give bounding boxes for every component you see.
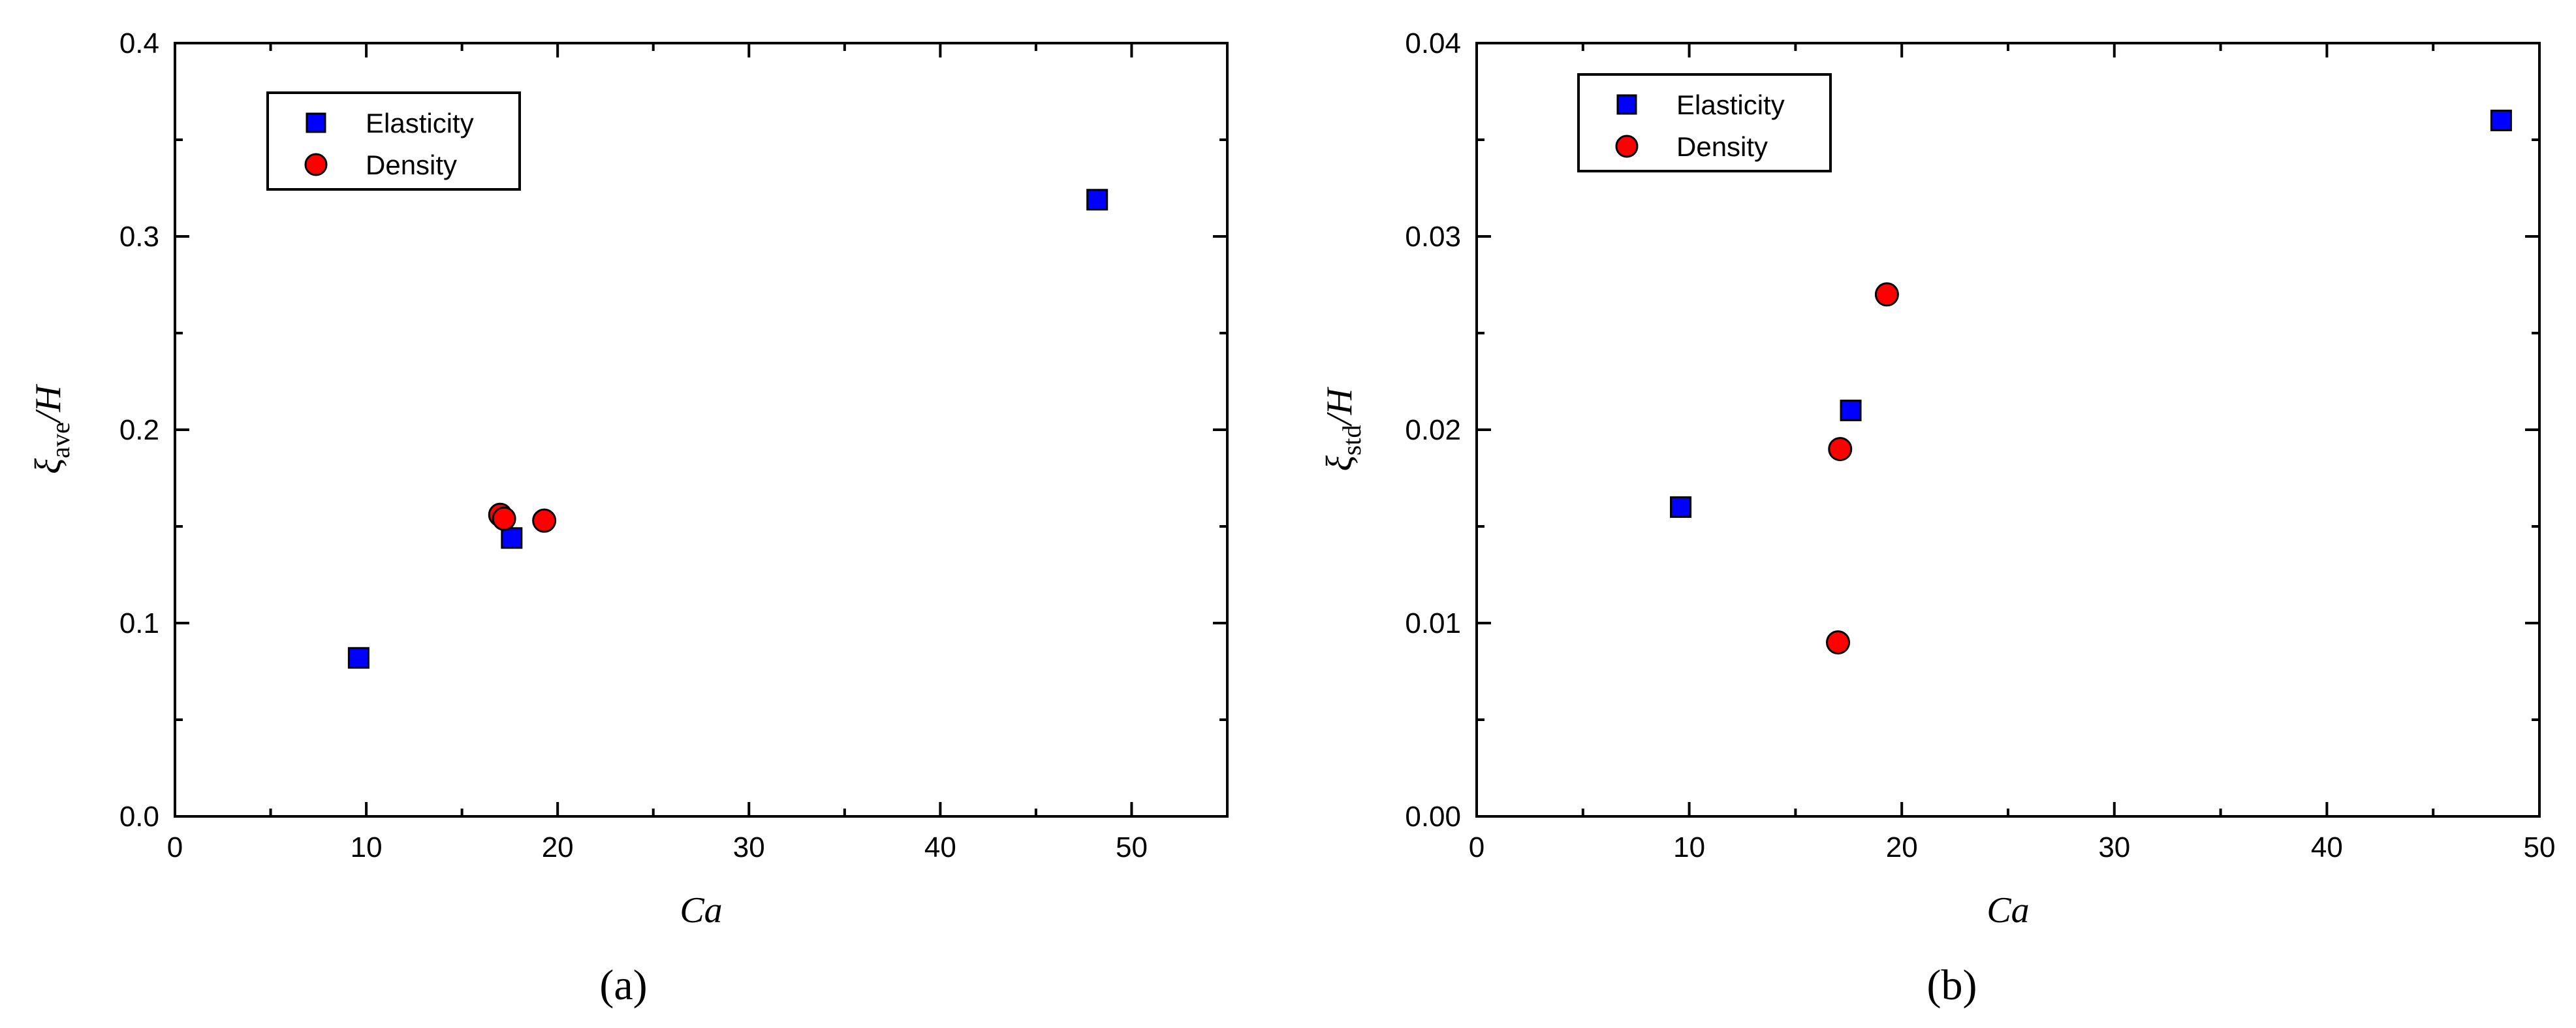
elasticity-point [347,647,369,669]
x-axis-title: Ca [1987,890,2029,931]
chart-panel-1: 0 10 20 30 40 50 0.0 0.1 0.2 0.3 0.4 Ca ξave/H Elasti… [28,27,1229,1009]
density-point [492,506,516,531]
y-axis-symbol: ξ [28,458,69,474]
x-tick-label: 20 [542,831,574,863]
legend: Elasticity Density [1577,73,1832,172]
y-axis-suffix: /H [1319,387,1360,427]
x-tick-label: 40 [924,831,956,863]
y-axis-symbol: ξ [1319,455,1360,471]
density-point [1826,630,1851,655]
y-axis-subscript: std [1337,425,1366,456]
y-tick-label: 0.01 [1405,607,1461,639]
elasticity-point [2490,109,2512,131]
x-tick-label: 50 [1116,831,1148,863]
legend-circle-marker [304,153,328,176]
elasticity-point [1840,399,1862,421]
y-tick-label: 0.00 [1405,801,1461,833]
elasticity-point [501,527,523,549]
panel-label: (b) [1927,961,1977,1009]
y-tick-label: 0.2 [119,414,159,446]
density-point [1828,437,1853,462]
legend: Elasticity Density [266,91,521,191]
legend-label: Elasticity [366,108,474,138]
density-point [532,508,557,533]
y-tick-label: 0.02 [1405,414,1461,446]
x-tick-label: 10 [351,831,383,863]
x-tick-label: 30 [733,831,765,863]
x-axis-title: Ca [680,890,722,931]
y-axis-title: ξstd/H [1319,387,1366,471]
x-tick-label: 20 [1886,831,1918,863]
x-tick-label: 40 [2311,831,2343,863]
legend-label: Elasticity [1676,89,1785,120]
panel-label: (a) [599,961,647,1009]
x-tick-label: 0 [1469,831,1484,863]
density-point [1874,282,1899,307]
legend-circle-marker [1615,135,1639,158]
y-axis-subscript: ave [46,422,75,458]
x-tick-label: 10 [1673,831,1705,863]
y-tick-label: 0.04 [1405,27,1461,59]
elasticity-point [1086,189,1108,211]
y-tick-label: 0.0 [119,801,159,833]
y-tick-label: 0.1 [119,607,159,639]
y-tick-label: 0.3 [119,221,159,253]
legend-square-marker [306,112,326,133]
x-tick-label: 50 [2524,831,2556,863]
legend-label: Density [366,150,457,180]
y-tick-label: 0.4 [119,27,159,59]
legend-square-marker [1616,94,1637,115]
y-axis-suffix: /H [28,384,69,425]
y-tick-label: 0.03 [1405,221,1461,253]
x-tick-label: 30 [2098,831,2130,863]
legend-label: Density [1676,131,1768,162]
x-tick-label: 0 [167,831,183,863]
y-axis-title: ξave/H [28,384,75,474]
chart-panel-2: 0 10 20 30 40 50 0.00 0.01 0.02 0.03 0.04 Ca ξstd/H E… [1319,27,2555,1009]
elasticity-point [1670,496,1692,518]
